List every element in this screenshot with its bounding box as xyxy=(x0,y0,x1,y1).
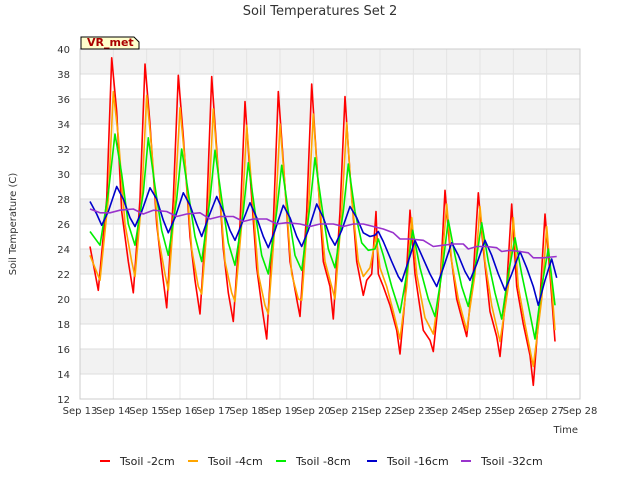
x-tick-label: Sep 21 xyxy=(329,406,364,417)
legend-label: Tsoil -16cm xyxy=(386,455,449,468)
plot-band xyxy=(80,74,580,99)
x-tick-label: Sep 18 xyxy=(229,406,264,417)
y-tick-label: 40 xyxy=(57,45,70,56)
x-tick-label: Sep 24 xyxy=(429,406,464,417)
plot-band xyxy=(80,99,580,124)
x-tick-label: Sep 22 xyxy=(363,406,398,417)
y-tick-label: 20 xyxy=(57,295,70,306)
y-tick-label: 18 xyxy=(57,320,70,331)
y-tick-label: 14 xyxy=(57,370,70,381)
plot-band xyxy=(80,349,580,374)
x-tick-label: Sep 27 xyxy=(529,406,564,417)
station-badge-box xyxy=(80,36,140,50)
x-tick-label: Sep 19 xyxy=(263,406,298,417)
x-tick-label: Sep 28 xyxy=(563,406,598,417)
legend-label: Tsoil -4cm xyxy=(207,455,263,468)
series-line-tsoil-8cm xyxy=(89,133,556,340)
plot-band xyxy=(80,149,580,174)
y-tick-label: 30 xyxy=(57,170,70,181)
x-tick-label: Sep 13 xyxy=(63,406,98,417)
series-line-tsoil-2cm xyxy=(89,57,556,387)
series-line-tsoil-16cm xyxy=(89,185,558,307)
plot-band xyxy=(80,49,580,74)
plot-frame xyxy=(79,48,581,400)
plot-band xyxy=(80,299,580,324)
legend-label: Tsoil -32cm xyxy=(480,455,543,468)
y-axis-title: Soil Temperature (C) xyxy=(8,173,19,276)
plot-band xyxy=(80,124,580,149)
x-tick-label: Sep 15 xyxy=(129,406,164,417)
y-tick-label: 28 xyxy=(57,195,70,206)
x-tick-label: Sep 25 xyxy=(463,406,498,417)
y-tick-label: 24 xyxy=(57,245,70,256)
y-tick-label: 34 xyxy=(57,120,70,131)
y-tick-label: 22 xyxy=(57,270,70,281)
chart-title: Soil Temperatures Set 2 xyxy=(243,4,398,19)
station-badge-text: VR_met xyxy=(87,36,134,49)
x-tick-label: Sep 20 xyxy=(296,406,331,417)
y-tick-label: 16 xyxy=(57,345,70,356)
y-tick-label: 36 xyxy=(57,95,70,106)
legend: Tsoil -2cm Tsoil -4cm Tsoil -8cm Tsoil -16c… xyxy=(100,455,543,468)
station-badge: VR_met xyxy=(80,36,140,50)
y-tick-label: 38 xyxy=(57,70,70,81)
plot-band xyxy=(80,174,580,199)
y-tick-label: 32 xyxy=(57,145,70,156)
series-line-tsoil-32cm xyxy=(89,208,557,259)
x-tick-label: Sep 17 xyxy=(196,406,231,417)
x-axis-title: Time xyxy=(553,425,578,436)
x-tick-label: Sep 26 xyxy=(496,406,531,417)
y-tick-label: 26 xyxy=(57,220,70,231)
legend-label: Tsoil -8cm xyxy=(295,455,351,468)
series-line-tsoil-4cm xyxy=(89,90,556,368)
y-axis-ticks: 12 14 16 18 20 22 24 26 28 30 32 34 36 38 40 xyxy=(57,45,70,406)
series-lines xyxy=(89,57,558,387)
plot-band xyxy=(80,324,580,349)
x-tick-label: Sep 16 xyxy=(163,406,198,417)
y-tick-label: 12 xyxy=(57,395,70,406)
plot-band xyxy=(80,374,580,399)
x-tick-label: Sep 14 xyxy=(96,406,131,417)
x-tick-label: Sep 23 xyxy=(396,406,431,417)
legend-label: Tsoil -2cm xyxy=(119,455,175,468)
